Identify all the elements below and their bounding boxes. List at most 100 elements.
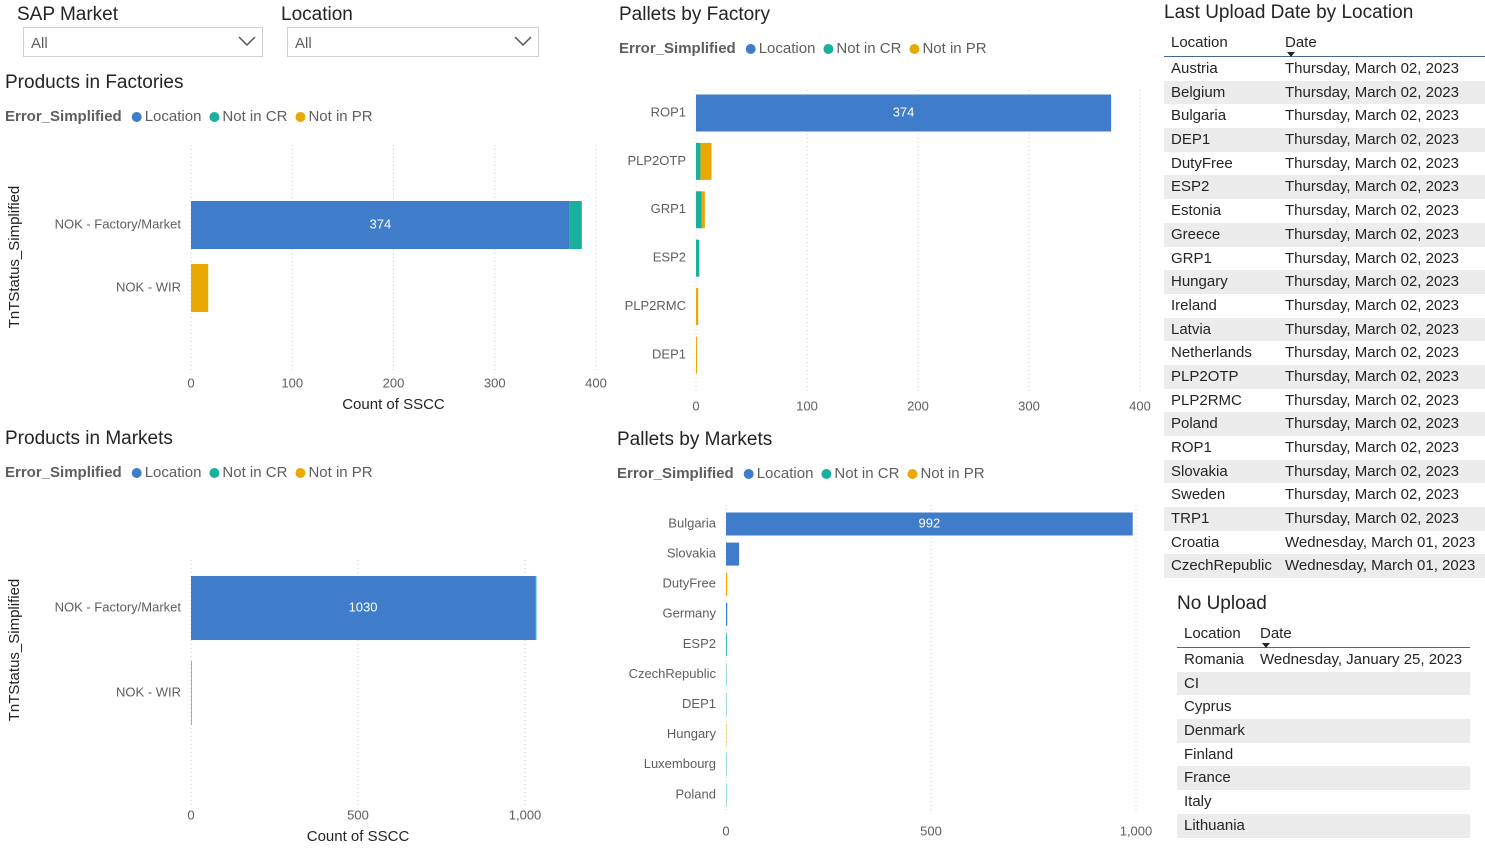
category-label: PLP2OTP — [627, 153, 686, 168]
table-row: Austria Thursday, March 02, 2023 — [1164, 57, 1485, 81]
x-tick-label: 1,000 — [1120, 823, 1153, 838]
table-cell: ROP1 — [1171, 439, 1212, 456]
table-row: Slovakia Thursday, March 02, 2023 — [1164, 459, 1485, 484]
legend-marker — [209, 112, 220, 122]
table-cell: Denmark — [1184, 722, 1245, 740]
column-header: Date — [1260, 625, 1292, 642]
y-axis-title: TnTStatus_Simplified — [6, 579, 23, 722]
table-cell: DutyFree — [1171, 154, 1233, 172]
bar — [700, 142, 712, 180]
table-body: Romania Wednesday, January 25, 2023 CI Cypr… — [1177, 648, 1470, 838]
bar — [191, 201, 570, 249]
legend-marker — [131, 112, 142, 122]
table-cell: Bulgaria — [1171, 107, 1227, 125]
legend-title: Error_Simplified — [5, 108, 122, 125]
table-row: Bulgaria Thursday, March 02, 2023 — [1164, 104, 1485, 128]
x-tick-label: 100 — [796, 398, 818, 413]
table-cell: Thursday, March 02, 2023 — [1285, 391, 1459, 409]
table-cell: Thursday, March 02, 2023 — [1285, 225, 1459, 243]
category-label: DutyFree — [663, 576, 716, 591]
table-cell: Thursday, March 02, 2023 — [1285, 131, 1459, 149]
legend-label: Not in PR — [922, 40, 986, 57]
slicer: SAP Market All — [17, 4, 263, 57]
table-cell: PLP2OTP — [1171, 367, 1239, 385]
legend-marker — [823, 44, 834, 54]
chart-title: Products in Factories — [5, 72, 183, 93]
bar — [696, 94, 1112, 132]
table-cell: Ireland — [1171, 296, 1217, 314]
bar — [696, 239, 700, 277]
table-cell: Austria — [1171, 60, 1218, 77]
category-label: Slovakia — [667, 546, 717, 561]
table-cell: Italy — [1184, 793, 1212, 811]
table-row: ROP1 Thursday, March 02, 2023 — [1164, 436, 1485, 460]
chart-title: Pallets by Factory — [619, 4, 770, 25]
data-label: 374 — [893, 104, 915, 119]
slicer-value: All — [295, 35, 312, 52]
table-cell: TRP1 — [1171, 510, 1210, 528]
x-tick-label: 200 — [383, 375, 405, 390]
bar — [696, 142, 701, 180]
table-cell: Thursday, March 02, 2023 — [1285, 154, 1459, 172]
legend-marker — [745, 44, 756, 54]
sort-arrow — [1262, 643, 1270, 648]
legend-label: Location — [145, 108, 202, 125]
table-row: Romania Wednesday, January 25, 2023 — [1177, 648, 1470, 672]
table-row: Croatia Wednesday, March 01, 2023 — [1164, 531, 1485, 555]
column-header: Location — [1184, 625, 1241, 642]
bar — [726, 542, 740, 566]
legend-marker — [821, 469, 832, 479]
table-cell: Thursday, March 02, 2023 — [1285, 439, 1459, 456]
chart-title: Pallets by Markets — [617, 429, 772, 450]
bar — [696, 288, 699, 326]
table-cell: Wednesday, March 01, 2023 — [1285, 533, 1476, 551]
category-label: ESP2 — [653, 250, 686, 265]
bar — [726, 632, 727, 656]
table: No Upload Location Date Romania Wednesday, J… — [1177, 593, 1470, 838]
table-cell: Wednesday, March 01, 2023 — [1285, 557, 1476, 575]
legend-marker — [295, 112, 306, 122]
bar — [191, 264, 209, 312]
table-row: Latvia Thursday, March 02, 2023 — [1164, 317, 1485, 342]
legend-label: Not in PR — [308, 108, 372, 125]
legend-marker — [743, 469, 754, 479]
table-row: Poland Thursday, March 02, 2023 — [1164, 412, 1485, 436]
table-row: CI — [1177, 671, 1470, 696]
slicer: Location All — [281, 4, 539, 57]
table-row: France — [1177, 766, 1470, 791]
slicer-dropdown[interactable]: All — [23, 27, 263, 57]
table-cell: Poland — [1171, 415, 1218, 433]
bar — [701, 191, 705, 229]
table-cell: Finland — [1184, 745, 1234, 763]
table-cell: CzechRepublic — [1171, 557, 1272, 575]
legend-title: Error_Simplified — [617, 465, 734, 482]
x-axis-title: Count of SSCC — [342, 396, 445, 413]
x-tick-label: 0 — [692, 398, 699, 413]
table-row: GRP1 Thursday, March 02, 2023 — [1164, 247, 1485, 271]
table-row: Estonia Thursday, March 02, 2023 — [1164, 199, 1485, 223]
category-label: DEP1 — [652, 346, 686, 361]
table-cell: Latvia — [1171, 320, 1212, 338]
slicer-dropdown[interactable]: All — [287, 27, 539, 57]
bar — [191, 576, 536, 640]
charts: Products in Factories Error_Simplified Loc… — [5, 4, 1153, 845]
table-cell: Thursday, March 02, 2023 — [1285, 344, 1459, 362]
table-cell: Wednesday, January 25, 2023 — [1260, 651, 1463, 668]
x-axis-title: Count of SSCC — [307, 828, 410, 845]
legend-marker — [209, 468, 220, 478]
y-axis-title: TnTStatus_Simplified — [6, 186, 23, 329]
table-cell: CI — [1184, 674, 1199, 692]
table-row: DEP1 Thursday, March 02, 2023 — [1164, 128, 1485, 152]
legend-label: Not in CR — [222, 108, 287, 125]
column-header: Location — [1171, 34, 1228, 51]
table-cell: Thursday, March 02, 2023 — [1285, 273, 1459, 291]
slicer-label: SAP Market — [17, 4, 119, 25]
sort-arrow — [1287, 52, 1295, 57]
table-row: Cyprus — [1177, 695, 1470, 719]
table-row: Sweden Thursday, March 02, 2023 — [1164, 483, 1485, 507]
column-header: Date — [1285, 34, 1317, 51]
table-cell: Belgium — [1171, 83, 1226, 101]
table-cell: Romania — [1184, 651, 1245, 668]
table-row: PLP2RMC Thursday, March 02, 2023 — [1164, 389, 1485, 413]
